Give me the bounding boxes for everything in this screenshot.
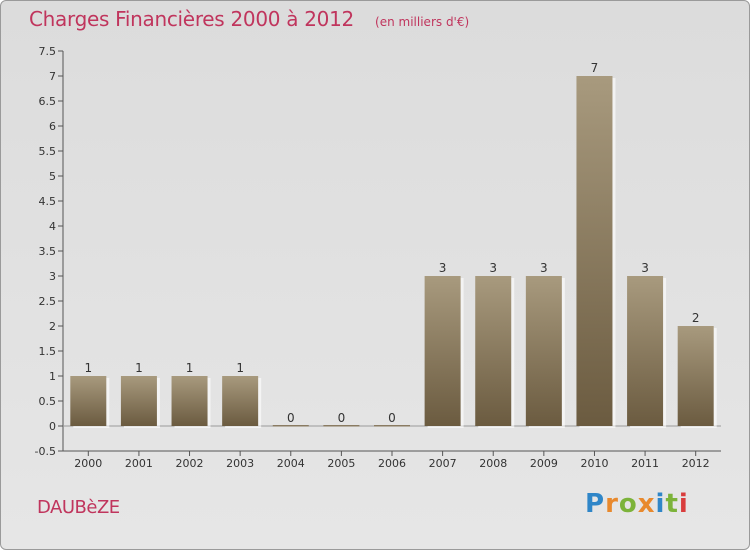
x-tick-label: 2009 — [530, 457, 558, 470]
bar — [374, 425, 410, 427]
y-tick-label: 3.5 — [39, 245, 57, 258]
logo-letter: o — [618, 489, 638, 519]
x-tick-label: 2000 — [74, 457, 102, 470]
bar — [424, 276, 461, 426]
y-tick-label: 6.5 — [39, 95, 57, 108]
y-tick-label: 0 — [49, 420, 56, 433]
bar — [323, 425, 360, 427]
bar — [120, 376, 157, 426]
logo-letter: t — [665, 489, 679, 519]
proxiti-logo: Proxiti — [585, 489, 689, 519]
commune-name: DAUBèZE — [37, 497, 120, 518]
y-tick-label: -0.5 — [35, 445, 56, 458]
bar — [525, 276, 562, 426]
x-tick-label: 2010 — [580, 457, 608, 470]
y-tick-label: 3 — [49, 270, 56, 283]
data-label: 0 — [338, 411, 346, 425]
bar — [475, 276, 512, 426]
chart-title: Charges Financières 2000 à 2012 — [29, 7, 354, 31]
x-tick-label: 2007 — [429, 457, 457, 470]
x-tick-label: 2008 — [479, 457, 507, 470]
x-tick-label: 2003 — [226, 457, 254, 470]
y-tick-label: 7 — [49, 70, 56, 83]
x-tick-label: 2001 — [125, 457, 153, 470]
y-tick-label: 1 — [49, 370, 56, 383]
y-tick-label: 0.5 — [39, 395, 57, 408]
bar-layer — [70, 76, 717, 428]
bar — [677, 326, 714, 426]
bar — [627, 276, 664, 426]
y-tick-label: 5 — [49, 170, 56, 183]
title-row: Charges Financières 2000 à 2012 (en mill… — [29, 7, 469, 31]
y-tick-label: 4.5 — [39, 195, 57, 208]
data-label: 3 — [489, 261, 497, 275]
data-label: 3 — [641, 261, 649, 275]
logo-letter: i — [678, 489, 689, 519]
bar — [222, 376, 259, 426]
y-tick-label: 6 — [49, 120, 56, 133]
logo-letter: r — [605, 489, 619, 519]
data-label: 3 — [439, 261, 447, 275]
data-label: 1 — [84, 361, 92, 375]
data-label: 1 — [186, 361, 194, 375]
data-label: 3 — [540, 261, 548, 275]
x-tick-label: 2002 — [176, 457, 204, 470]
logo-letter: x — [637, 489, 656, 519]
y-tick-label: 7.5 — [39, 45, 57, 58]
data-label: 1 — [135, 361, 143, 375]
bar — [171, 376, 208, 426]
x-tick-label: 2012 — [682, 457, 710, 470]
y-tick-label: 2 — [49, 320, 56, 333]
label-layer: 1 1 1 1 0 0 0 3 3 3 7 3 2 — [84, 61, 699, 425]
x-tick-label: 2011 — [631, 457, 659, 470]
chart-subtitle: (en milliers d'€) — [375, 15, 470, 29]
bar — [70, 376, 107, 426]
x-tick-label: 2004 — [277, 457, 305, 470]
data-label: 0 — [287, 411, 295, 425]
x-tick-label: 2006 — [378, 457, 406, 470]
y-tick-label: 2.5 — [39, 295, 57, 308]
x-tick-label: 2005 — [327, 457, 355, 470]
y-tick-label: 5.5 — [39, 145, 57, 158]
data-label: 0 — [388, 411, 396, 425]
logo-letter: i — [655, 489, 666, 519]
data-label: 1 — [236, 361, 244, 375]
bar — [576, 76, 613, 426]
y-tick-label: 1.5 — [39, 345, 57, 358]
bar — [272, 425, 309, 427]
data-label: 2 — [692, 311, 700, 325]
data-label: 7 — [591, 61, 599, 75]
logo-letter: P — [585, 489, 606, 519]
y-tick-label: 4 — [49, 220, 56, 233]
